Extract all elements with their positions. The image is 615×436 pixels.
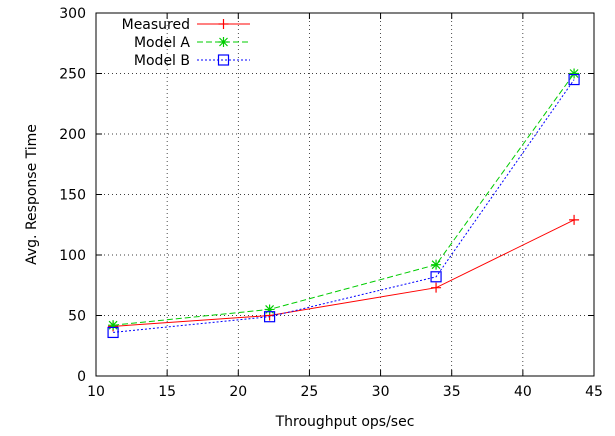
legend-label: Measured — [122, 17, 190, 33]
series-line — [113, 79, 575, 333]
data-point — [569, 214, 580, 225]
x-tick-label: 35 — [443, 384, 461, 400]
x-axis-title: Throughput ops/sec — [275, 414, 415, 430]
y-tick-label: 150 — [59, 188, 86, 204]
y-tick-label: 100 — [59, 248, 86, 264]
x-tick-label: 20 — [229, 384, 247, 400]
y-axis-title: Avg. Response Time — [24, 124, 40, 265]
data-point — [569, 68, 580, 79]
legend-label: Model A — [134, 35, 190, 51]
data-point — [431, 259, 442, 270]
data-point — [568, 73, 580, 86]
series-3 — [107, 73, 580, 339]
data-point — [108, 320, 119, 331]
data-point — [263, 311, 276, 323]
legend-item: Model B — [134, 53, 250, 69]
data-point — [107, 326, 119, 339]
data-point — [264, 304, 275, 315]
legend-label: Model B — [134, 53, 190, 69]
y-tick-label: 50 — [68, 309, 86, 325]
x-tick-label: 30 — [372, 384, 390, 400]
data-point — [430, 271, 442, 283]
x-tick-label: 25 — [301, 384, 319, 400]
x-tick-label: 45 — [585, 384, 603, 400]
legend-item: Measured — [122, 17, 250, 33]
y-tick-label: 0 — [77, 369, 86, 385]
data-point — [431, 282, 442, 293]
y-tick-label: 250 — [59, 67, 86, 83]
series-1 — [108, 214, 580, 332]
grid — [96, 13, 594, 376]
legend-marker — [218, 19, 229, 29]
x-tick-label: 15 — [158, 384, 176, 400]
series-line — [113, 73, 575, 326]
series — [107, 68, 580, 339]
series-2 — [108, 68, 580, 331]
legend-item: Model A — [134, 35, 250, 51]
x-tick-label: 40 — [514, 384, 532, 400]
legend: Measured Model A Model B — [122, 17, 250, 69]
axis-ticks: 10 15 20 25 30 35 40 45 0 50 100 150 200 250 300 — [59, 6, 603, 400]
x-tick-label: 10 — [87, 384, 105, 400]
y-tick-label: 200 — [59, 127, 86, 143]
legend-marker — [217, 54, 230, 66]
legend-marker — [218, 37, 229, 47]
series-line — [113, 219, 575, 327]
y-tick-label: 300 — [59, 6, 86, 22]
